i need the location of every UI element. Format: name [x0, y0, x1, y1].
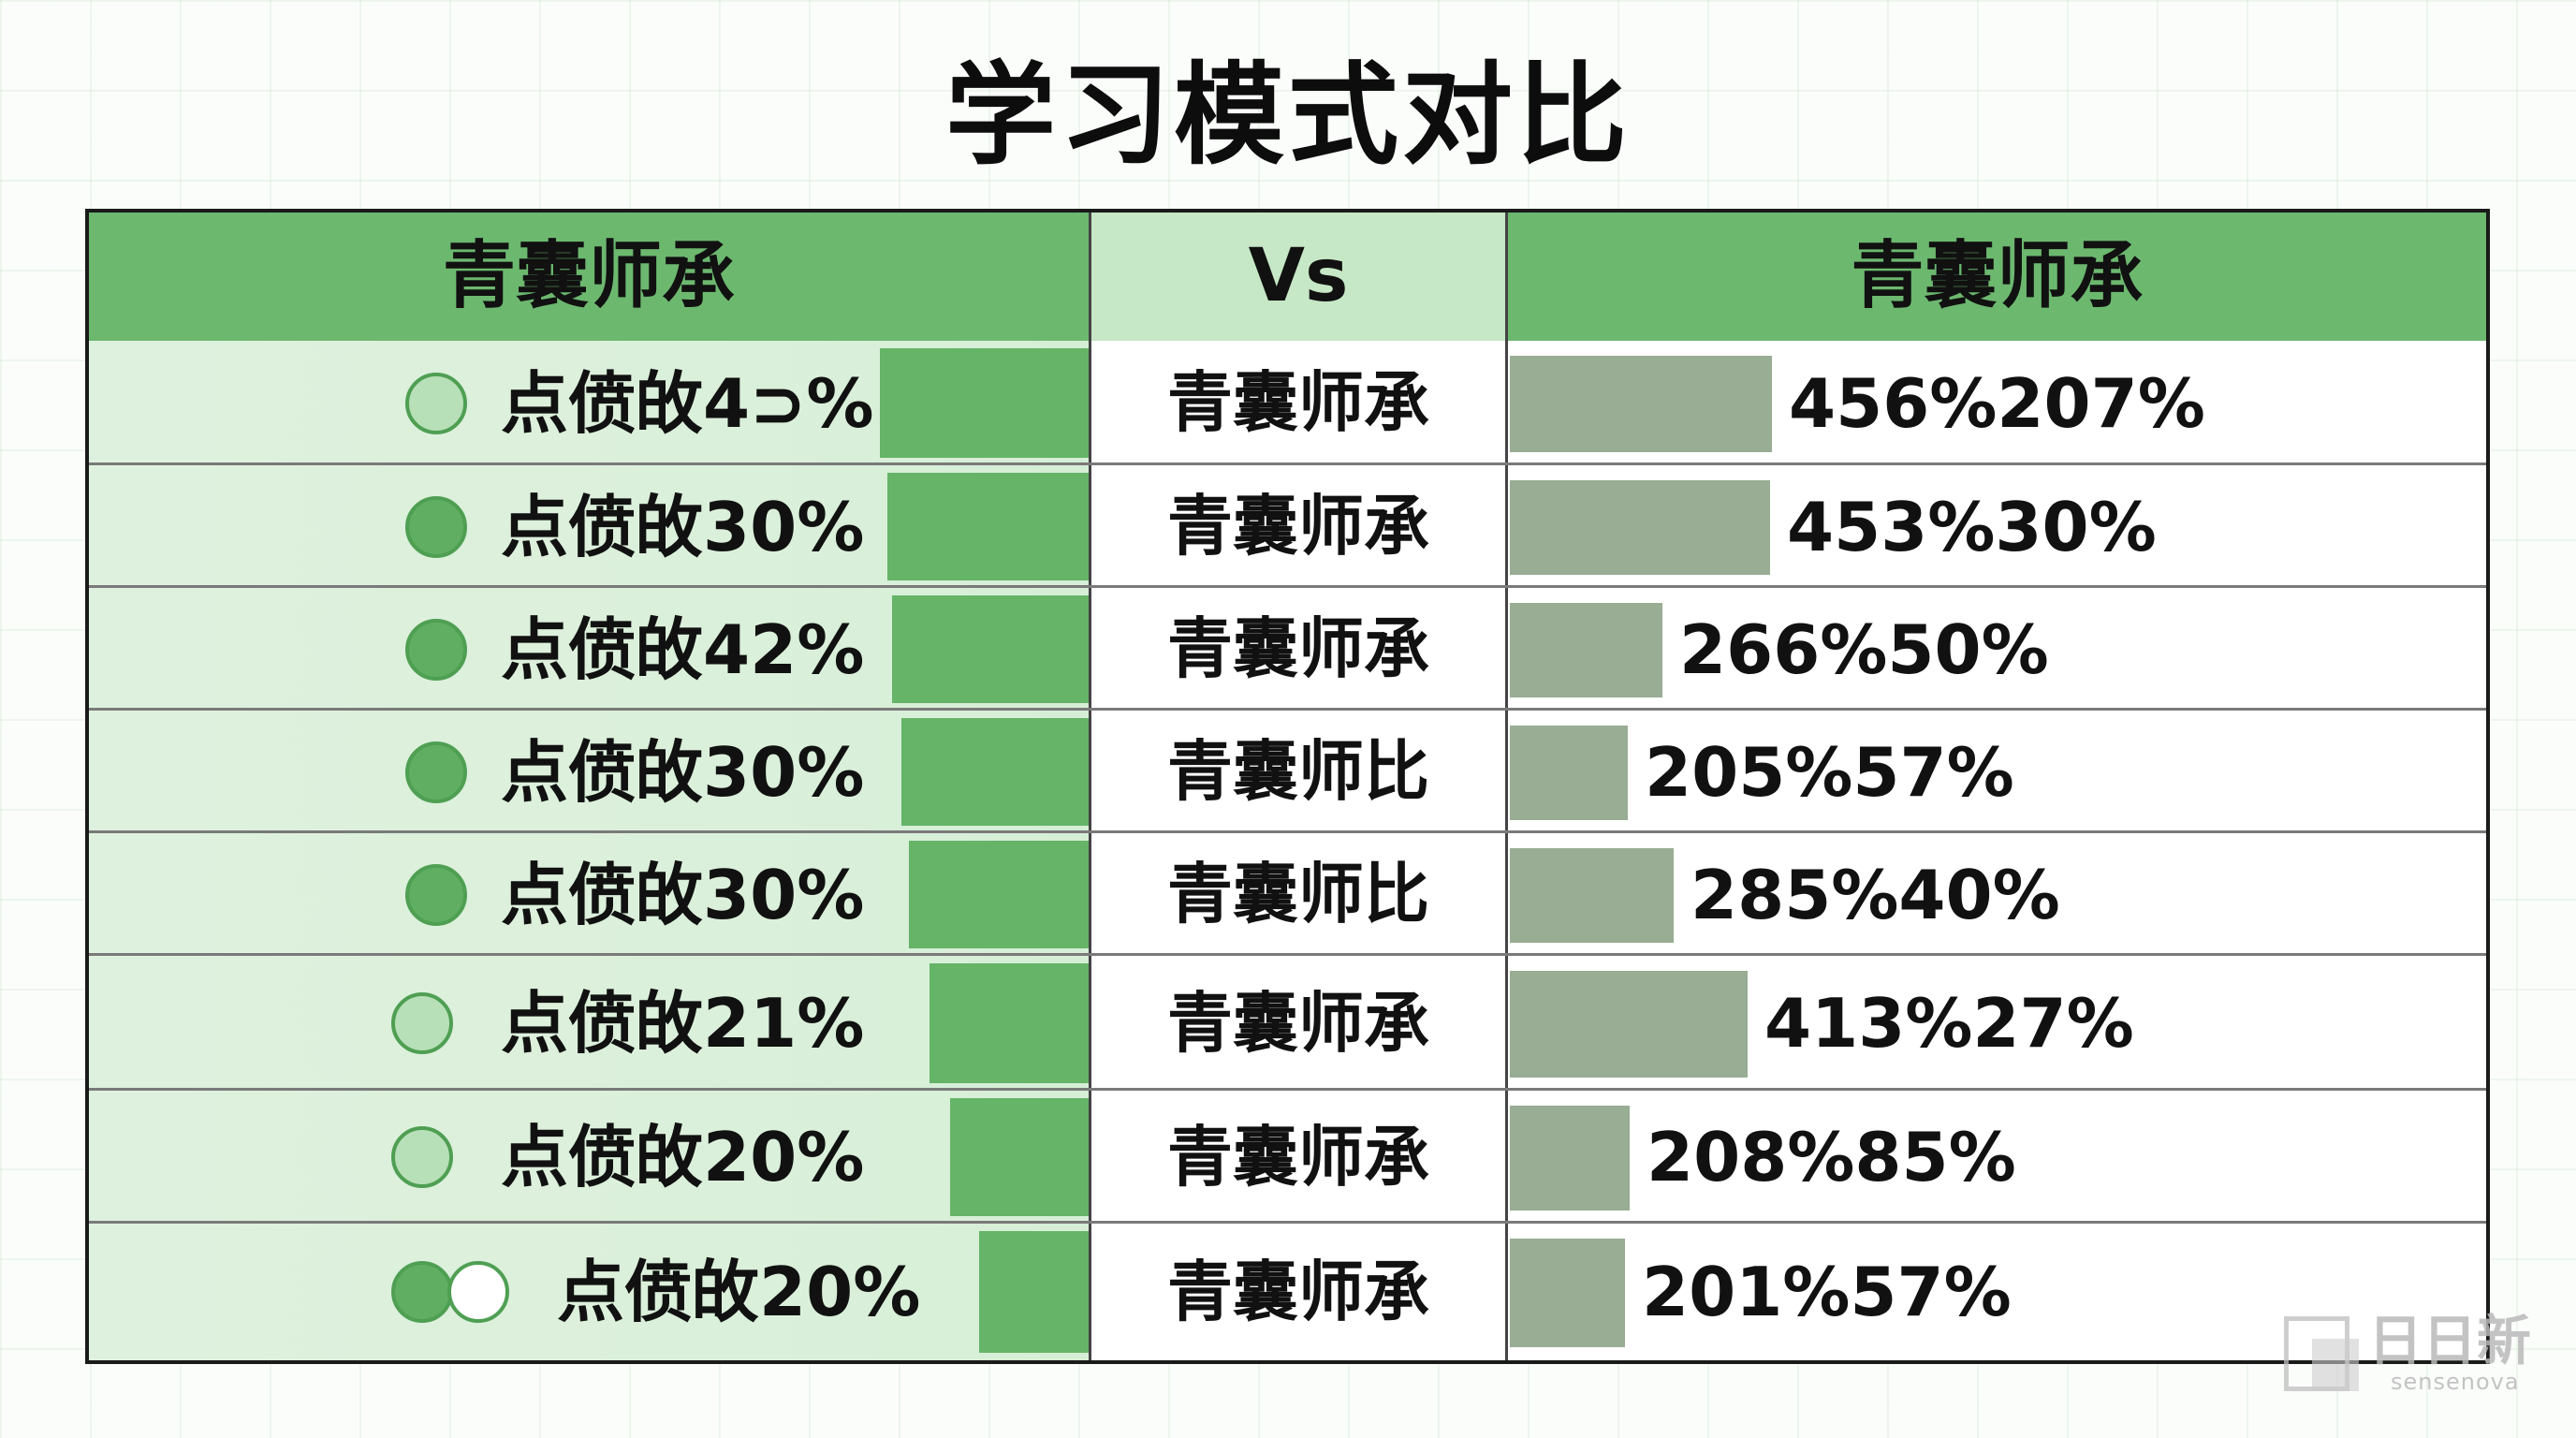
left-bar [880, 348, 1089, 458]
left-bar [950, 1098, 1089, 1216]
right-label: 453%30% [1787, 488, 2157, 566]
right-label: 201%57% [1642, 1253, 2012, 1331]
table-row: 点偾敀42% 青囊师承 266%50% [89, 588, 2486, 711]
left-label: 点偾敀30% [501, 856, 865, 934]
left-cell: 点偾敀20% [89, 1224, 1089, 1360]
header-middle: Vs [1089, 213, 1508, 341]
left-bar [892, 595, 1089, 703]
table-row: 点偾敀21% 青囊师承 413%27% [89, 956, 2486, 1091]
watermark-text: 日日新 [2368, 1309, 2532, 1372]
right-bar [1510, 480, 1770, 575]
right-cell: 453%30% [1508, 465, 2486, 585]
left-cell: 点偾敀30% [89, 465, 1089, 585]
status-dot-icon [405, 373, 467, 434]
right-cell: 456%207% [1508, 341, 2486, 462]
left-bar [909, 841, 1089, 948]
right-cell: 208%85% [1508, 1091, 2486, 1221]
status-dot-icon [391, 992, 453, 1054]
right-label: 456%207% [1789, 364, 2205, 443]
right-cell: 266%50% [1508, 588, 2486, 708]
status-dot-outline-icon [447, 1261, 509, 1323]
right-bar [1510, 1106, 1630, 1211]
watermark-logo-fill-icon [2312, 1339, 2359, 1391]
right-cell: 285%40% [1508, 833, 2486, 953]
left-cell: 点偾敀4⊃% [89, 341, 1089, 462]
right-label: 208%85% [1647, 1118, 2016, 1196]
status-dot-icon [391, 1261, 453, 1323]
left-label: 点偾敀20% [501, 1118, 865, 1196]
table-row: 点偾敀30% 青囊师比 205%57% [89, 711, 2486, 833]
table-row: 点偾敀20% 青囊师承 208%85% [89, 1091, 2486, 1224]
status-dot-icon [405, 619, 467, 681]
right-label: 285%40% [1690, 856, 2060, 934]
status-dot-icon [391, 1126, 453, 1188]
status-dot-icon [405, 741, 467, 803]
right-label: 413%27% [1764, 984, 2134, 1063]
middle-cell: 青囊师承 [1089, 956, 1508, 1088]
header-left: 青囊师承 [89, 213, 1089, 341]
left-label: 点偾敀21% [501, 984, 865, 1063]
right-cell: 205%57% [1508, 711, 2486, 830]
left-label: 点偾敀42% [501, 610, 865, 689]
middle-cell: 青囊师承 [1089, 1224, 1508, 1360]
middle-cell: 青囊师承 [1089, 341, 1508, 462]
left-cell: 点偾敀42% [89, 588, 1089, 708]
table-row: 点偾敀30% 青囊师比 285%40% [89, 833, 2486, 956]
middle-cell: 青囊师承 [1089, 465, 1508, 585]
table-row: 点偾敀20% 青囊师承 201%57% [89, 1224, 2486, 1360]
left-cell: 点偾敀30% [89, 711, 1089, 830]
table-row: 点偾敀4⊃% 青囊师承 456%207% [89, 341, 2486, 465]
watermark: 日日新 sensenova [2284, 1311, 2537, 1404]
status-dot-icon [405, 864, 467, 926]
left-label: 点偾敀30% [501, 733, 865, 812]
page-title: 学习模式对比 [944, 51, 1631, 180]
left-label: 点偾敀4⊃% [501, 364, 874, 443]
header-right: 青囊师承 [1508, 213, 2486, 341]
table-header: 青囊师承 Vs 青囊师承 [89, 213, 2486, 345]
right-bar [1510, 356, 1772, 452]
right-label: 205%57% [1645, 733, 2014, 812]
left-cell: 点偾敀21% [89, 956, 1089, 1088]
right-bar [1510, 726, 1628, 820]
left-bar [887, 473, 1089, 580]
right-cell: 201%57% [1508, 1224, 2486, 1360]
right-cell: 413%27% [1508, 956, 2486, 1088]
right-bar [1510, 971, 1748, 1078]
watermark-subtext: sensenova [2391, 1369, 2520, 1395]
middle-cell: 青囊师承 [1089, 588, 1508, 708]
middle-cell: 青囊师比 [1089, 711, 1508, 830]
middle-cell: 青囊师承 [1089, 1091, 1508, 1221]
left-bar [979, 1231, 1089, 1353]
comparison-table: 青囊师承 Vs 青囊师承 点偾敀4⊃% 青囊师承 456%207% 点偾敀30% 青囊师… [85, 209, 2490, 1364]
left-label: 点偾敀30% [501, 488, 865, 566]
left-bar [901, 718, 1089, 826]
middle-cell: 青囊师比 [1089, 833, 1508, 953]
right-bar [1510, 603, 1662, 697]
left-cell: 点偾敀30% [89, 833, 1089, 953]
right-bar [1510, 1239, 1625, 1347]
left-label: 点偾敀20% [557, 1253, 921, 1331]
table-row: 点偾敀30% 青囊师承 453%30% [89, 465, 2486, 588]
left-bar [929, 963, 1089, 1083]
status-dot-icon [405, 496, 467, 558]
right-bar [1510, 848, 1674, 943]
left-cell: 点偾敀20% [89, 1091, 1089, 1221]
right-label: 266%50% [1679, 610, 2049, 689]
